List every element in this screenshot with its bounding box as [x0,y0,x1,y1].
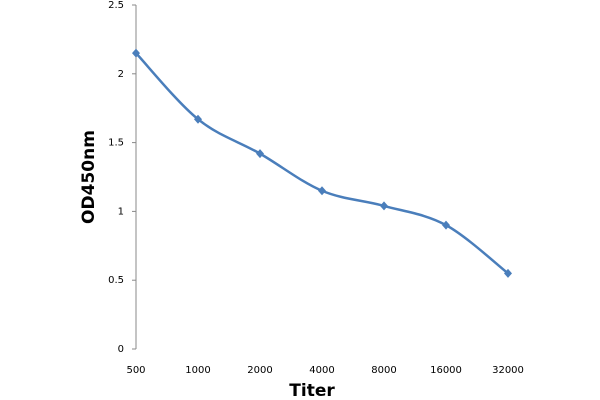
marker [132,48,140,58]
data-line [135,52,509,275]
x-tick-label: 16000 [430,365,462,376]
marker [504,268,512,278]
marker [318,186,326,196]
y-tick-label: 2 [118,69,124,80]
marker [380,201,388,211]
x-tick-label: 1000 [185,365,210,376]
x-tick-label: 4000 [309,365,334,376]
marker [194,114,202,124]
y-tick-label: 0 [118,344,124,355]
y-tick-label: 1 [118,206,124,217]
x-tick-label: 2000 [247,365,272,376]
y-tick-label: 2.5 [108,0,124,11]
marker [256,149,264,159]
x-tick-label: 32000 [492,365,524,376]
marker [442,220,450,230]
y-tick-label: 1.5 [108,138,124,149]
y-tick-label: 0.5 [108,275,124,286]
x-tick-label: 8000 [371,365,396,376]
y-axis-title: OD450nm [79,130,99,224]
x-axis-title: Titer [289,381,335,400]
x-tick-label: 500 [126,365,145,376]
